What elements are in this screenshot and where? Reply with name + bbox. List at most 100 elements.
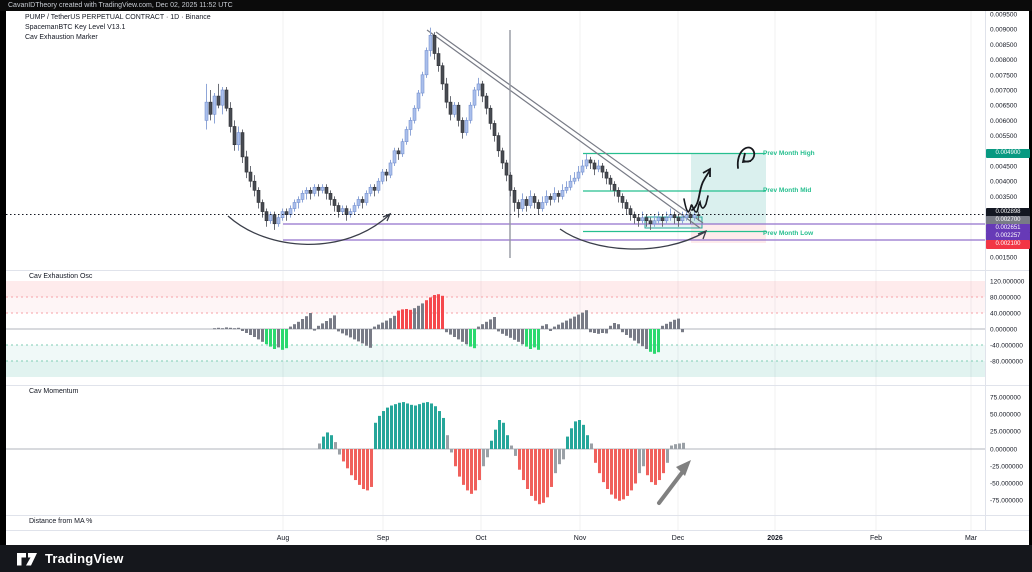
momentum-bar (534, 449, 537, 501)
momentum-bar (678, 443, 681, 449)
candle-body (556, 193, 561, 197)
arc-2-arrowhead-icon (697, 229, 708, 240)
price-badge: 0.004900 (986, 149, 1030, 158)
exhaustion-osc-bar (669, 321, 672, 329)
exhaustion-osc-bar (549, 329, 552, 331)
candle-body (336, 205, 341, 212)
exhaustion-osc-bar (529, 329, 532, 349)
exhaustion-osc-bar (301, 319, 304, 329)
exhaustion-osc-bar (417, 305, 420, 329)
exhaustion-osc-bar (237, 327, 240, 329)
candle-body (256, 190, 261, 203)
exhaustion-osc-bar (629, 329, 632, 338)
candle-body (644, 217, 649, 222)
exhaustion-osc-bar (333, 315, 336, 329)
exhaustion-osc-bar (653, 329, 656, 354)
momentum-bar (622, 449, 625, 500)
exhaustion-osc-bar (601, 329, 604, 333)
candle-body (328, 193, 333, 200)
candle-body (368, 186, 373, 194)
candle-body (380, 171, 385, 182)
momentum-bar (326, 432, 329, 449)
momentum-bar (578, 420, 581, 449)
exhaustion-osc-bar (389, 318, 392, 329)
arc-1-arrowhead-icon (382, 212, 392, 222)
osc-threshold-band (6, 281, 985, 297)
momentum-axis-tick: 0.000000 (990, 447, 1017, 454)
prev-month-low-label: Prev Month Low (763, 230, 814, 237)
tradingview-logo-icon[interactable] (16, 550, 38, 568)
brand-name[interactable]: TradingView (45, 551, 124, 566)
pane-label-momentum[interactable]: Cav Momentum (29, 388, 79, 395)
exhaustion-osc-bar (305, 316, 308, 329)
time-axis-label: Aug (277, 535, 290, 542)
candle-body (408, 120, 413, 130)
exhaustion-osc-bar (617, 324, 620, 329)
momentum-bar (382, 411, 385, 449)
candle-body (564, 186, 569, 191)
candle-body (596, 165, 601, 170)
exhaustion-osc-bar (441, 295, 444, 329)
candle-body (304, 190, 309, 194)
candle-body (532, 196, 537, 203)
momentum-bar (518, 449, 521, 470)
exhaustion-osc-bar (645, 329, 648, 349)
candle-body (680, 217, 685, 222)
time-axis-label: Mar (965, 535, 978, 542)
candle-body (476, 83, 481, 91)
momentum-axis-tick: 25.000000 (990, 429, 1021, 436)
indicator-keylevel-label[interactable]: SpacemanBTC Key Level V13.1 (25, 24, 126, 31)
candle-body (452, 104, 457, 115)
exhaustion-osc-bar (245, 329, 248, 333)
momentum-bar (502, 422, 505, 449)
momentum-bar (646, 449, 649, 476)
hand-drawn-annotations (227, 146, 756, 505)
momentum-bar (434, 406, 437, 449)
price-badge: 0.002898 (986, 207, 1030, 217)
momentum-bar (334, 442, 337, 449)
candle-body (692, 214, 697, 218)
exhaustion-osc-bar (497, 329, 500, 332)
candle-body (308, 190, 313, 194)
momentum-bar (650, 449, 653, 483)
momentum-bar (670, 445, 673, 449)
candle-body (292, 202, 297, 209)
momentum-bar (330, 435, 333, 449)
momentum-bar (582, 424, 585, 449)
candle-body (404, 129, 409, 142)
momentum-bar (626, 449, 629, 496)
exhaustion-osc-bar (673, 319, 676, 329)
exhaustion-osc-bar (641, 329, 644, 347)
exhaustion-osc-bar (605, 329, 608, 334)
candle-body (320, 186, 325, 191)
candle-body (400, 141, 405, 155)
exhaustion-osc-bar (609, 325, 612, 329)
candle-body (568, 180, 573, 188)
exhaustion-osc-bar (525, 329, 528, 347)
candle-body (312, 186, 317, 194)
exhaustion-osc-bar (317, 325, 320, 329)
momentum-bar (658, 449, 661, 481)
exhaustion-osc-bar (589, 329, 592, 333)
symbol-title[interactable]: PUMP / TetherUS PERPETUAL CONTRACT · 1D … (25, 14, 211, 21)
momentum-bar (546, 449, 549, 498)
indicator-exhaustion-label[interactable]: Cav Exhaustion Marker (25, 34, 98, 41)
pane-label-exhaustion-osc[interactable]: Cav Exhaustion Osc (29, 273, 93, 280)
momentum-bar (602, 449, 605, 483)
chart-legend[interactable]: PUMP / TetherUS PERPETUAL CONTRACT · 1D … (25, 13, 211, 43)
time-axis-label: Feb (870, 535, 882, 542)
candle-body (396, 150, 401, 155)
momentum-axis-tick: -50.000000 (990, 481, 1023, 488)
momentum-bar (318, 443, 321, 449)
momentum-bar (634, 449, 637, 484)
candle-body (268, 214, 273, 222)
exhaustion-osc-bar (421, 303, 424, 329)
candle-body (584, 159, 589, 167)
price-axis-tick: 0.009000 (990, 27, 1017, 34)
exhaustion-osc-bar (521, 329, 524, 345)
exhaustion-osc-bar (545, 324, 548, 329)
exhaustion-osc-bar (577, 314, 580, 329)
exhaustion-osc-bar (597, 329, 600, 334)
pane-label-distance-ma[interactable]: Distance from MA % (29, 518, 93, 525)
